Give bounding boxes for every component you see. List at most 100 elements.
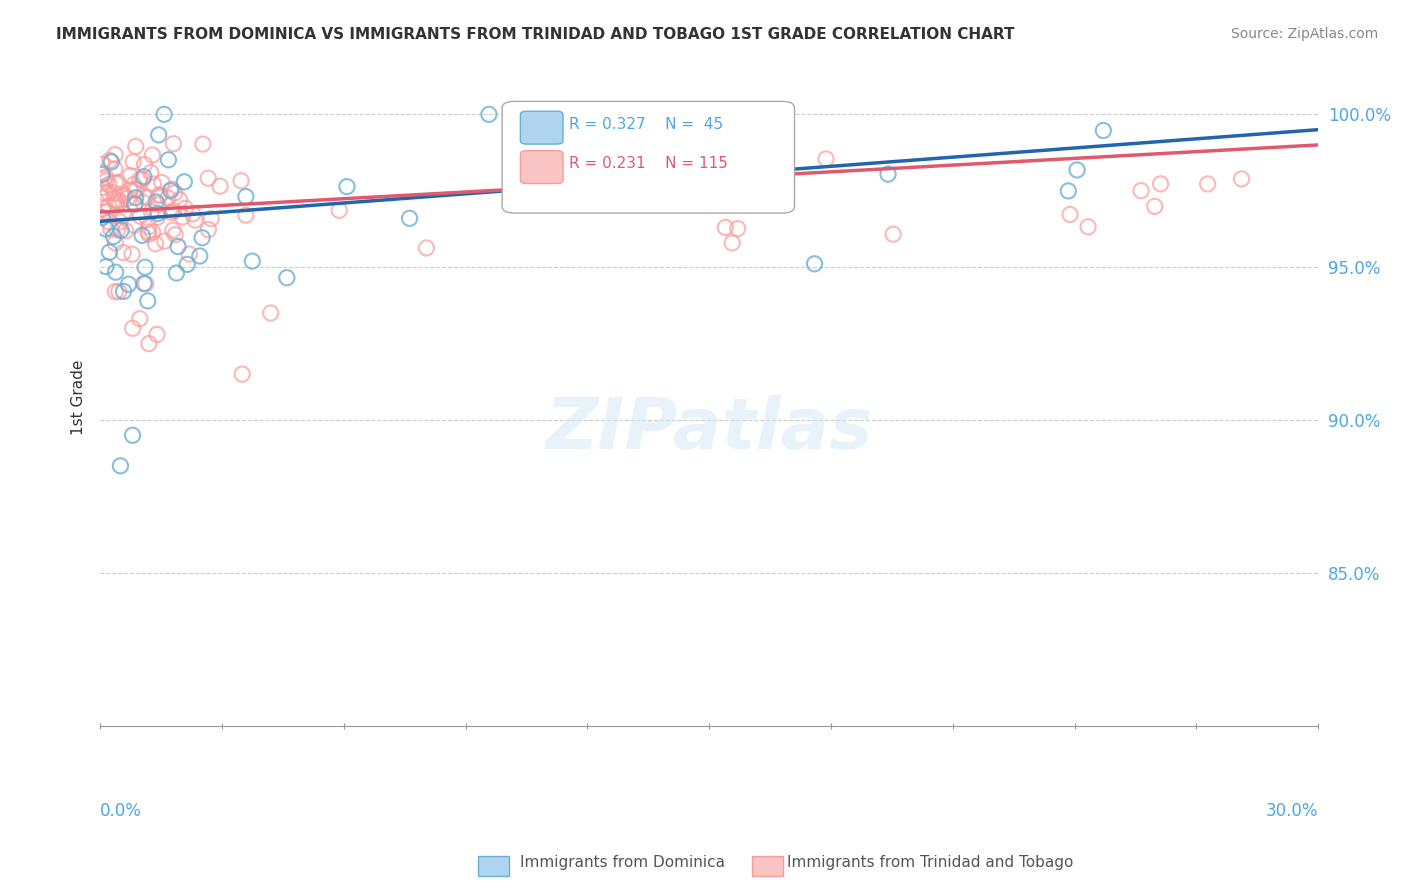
- FancyBboxPatch shape: [520, 151, 562, 184]
- Point: [142, 177, 165, 191]
- Point: [138, 227, 160, 242]
- Point: [160, 182, 183, 196]
- Point: [1130, 184, 1153, 198]
- Point: [1059, 207, 1081, 221]
- Point: [153, 107, 176, 121]
- Point: [128, 172, 150, 186]
- Point: [136, 190, 159, 204]
- Point: [124, 197, 146, 211]
- Point: [328, 203, 350, 218]
- Point: [110, 187, 132, 202]
- Point: [191, 231, 214, 245]
- Point: [100, 154, 122, 169]
- Point: [91, 168, 114, 182]
- Point: [1143, 199, 1166, 213]
- Point: [197, 171, 219, 186]
- Point: [104, 265, 127, 279]
- Point: [148, 128, 170, 142]
- Point: [276, 270, 298, 285]
- Point: [1077, 219, 1099, 234]
- Point: [98, 245, 121, 260]
- Point: [112, 207, 135, 221]
- Point: [669, 191, 692, 205]
- Point: [727, 221, 749, 235]
- Point: [142, 225, 165, 239]
- Point: [112, 285, 135, 299]
- Point: [141, 204, 163, 219]
- Point: [105, 194, 128, 208]
- Point: [398, 211, 420, 226]
- Point: [97, 178, 120, 192]
- Point: [150, 176, 173, 190]
- Point: [165, 227, 187, 242]
- Point: [122, 178, 145, 192]
- Point: [97, 186, 120, 200]
- Point: [138, 219, 160, 234]
- Point: [174, 201, 197, 215]
- Point: [91, 165, 114, 179]
- Point: [1092, 123, 1115, 137]
- Point: [121, 428, 143, 442]
- Point: [98, 153, 121, 168]
- Point: [103, 186, 125, 200]
- Point: [138, 336, 160, 351]
- Point: [1149, 177, 1171, 191]
- Point: [415, 241, 437, 255]
- Point: [815, 152, 838, 166]
- Point: [169, 193, 191, 207]
- Point: [91, 157, 114, 171]
- Point: [136, 293, 159, 308]
- Point: [172, 210, 194, 224]
- Point: [148, 188, 170, 202]
- Point: [124, 196, 146, 211]
- Point: [103, 193, 125, 207]
- Point: [162, 223, 184, 237]
- Point: [96, 174, 118, 188]
- Point: [683, 192, 706, 206]
- FancyBboxPatch shape: [502, 102, 794, 213]
- Point: [200, 211, 222, 226]
- Text: ZIPatlas: ZIPatlas: [546, 395, 873, 465]
- Point: [162, 203, 184, 218]
- Point: [125, 183, 148, 197]
- Point: [1057, 184, 1080, 198]
- Point: [478, 107, 501, 121]
- Point: [1197, 177, 1219, 191]
- Point: [104, 176, 127, 190]
- Point: [336, 179, 359, 194]
- Point: [157, 153, 180, 167]
- Point: [122, 219, 145, 233]
- Point: [131, 228, 153, 243]
- Point: [94, 260, 117, 274]
- Point: [572, 107, 595, 121]
- Point: [132, 169, 155, 184]
- Point: [108, 215, 131, 229]
- Point: [129, 209, 152, 223]
- Point: [132, 189, 155, 203]
- Point: [149, 188, 172, 202]
- Point: [120, 169, 142, 183]
- Point: [160, 205, 183, 219]
- Point: [882, 227, 904, 242]
- Y-axis label: 1st Grade: 1st Grade: [72, 359, 86, 434]
- Point: [208, 179, 231, 194]
- Point: [94, 222, 117, 236]
- Point: [114, 188, 136, 202]
- Point: [146, 206, 169, 220]
- Point: [139, 165, 162, 179]
- Point: [122, 154, 145, 169]
- Point: [97, 199, 120, 213]
- Point: [91, 180, 114, 194]
- FancyBboxPatch shape: [520, 112, 562, 145]
- Point: [723, 172, 745, 186]
- Point: [136, 225, 159, 239]
- Text: IMMIGRANTS FROM DOMINICA VS IMMIGRANTS FROM TRINIDAD AND TOBAGO 1ST GRADE CORREL: IMMIGRANTS FROM DOMINICA VS IMMIGRANTS F…: [56, 27, 1015, 42]
- Point: [145, 236, 167, 251]
- Point: [181, 207, 204, 221]
- Point: [141, 148, 163, 162]
- Text: R = 0.231    N = 115: R = 0.231 N = 115: [569, 156, 728, 171]
- Point: [240, 254, 263, 268]
- Point: [146, 211, 169, 225]
- Point: [1066, 163, 1088, 178]
- Point: [721, 235, 744, 250]
